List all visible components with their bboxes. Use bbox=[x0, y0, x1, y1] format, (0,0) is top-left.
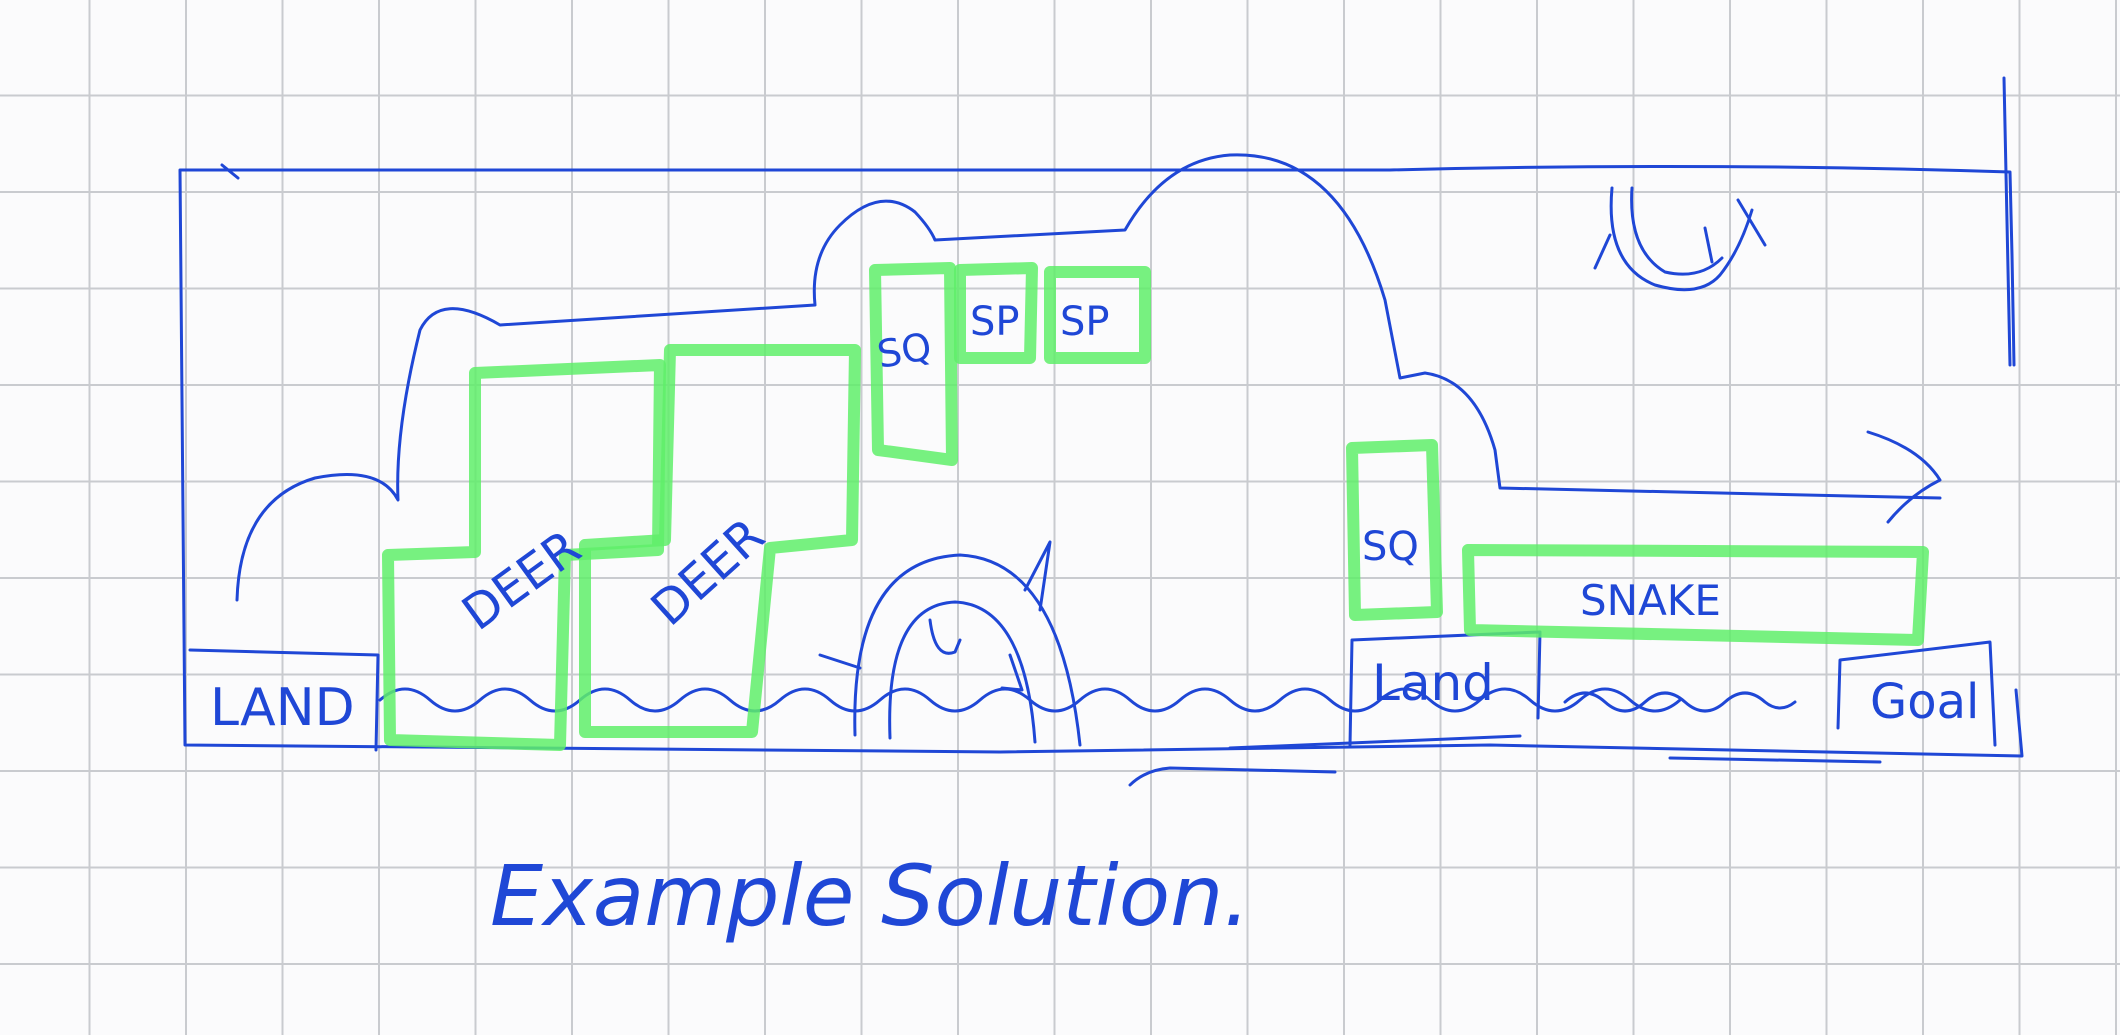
land-left-label: LAND bbox=[210, 678, 355, 738]
sp-1-highlight bbox=[954, 262, 1038, 364]
dome-inner bbox=[888, 600, 1037, 744]
snake-label: SNAKE bbox=[1580, 576, 1721, 625]
deer-1-highlight bbox=[382, 359, 666, 751]
sp-2-highlight bbox=[1044, 266, 1151, 364]
goal-block bbox=[1836, 640, 1997, 747]
dome-outer bbox=[853, 553, 1082, 747]
goal-label: Goal bbox=[1870, 674, 1979, 730]
frame-right-pole bbox=[2002, 76, 2012, 367]
goal-arrow bbox=[1866, 430, 1942, 524]
sq-top-label: SQ bbox=[874, 324, 935, 377]
sq-right-label: SQ bbox=[1362, 524, 1419, 570]
land-block-left bbox=[188, 648, 380, 752]
land-right-label: Land bbox=[1372, 654, 1494, 712]
dome-spikes bbox=[818, 540, 1052, 692]
sp-1-label: SP bbox=[970, 299, 1020, 345]
terrain-outline bbox=[235, 153, 1942, 602]
ground-scribbles bbox=[1128, 734, 1882, 787]
frame-top-tick bbox=[220, 163, 240, 180]
caption: Example Solution. bbox=[490, 847, 1250, 945]
sq-top-highlight bbox=[869, 262, 958, 466]
sp-2-label: SP bbox=[1060, 299, 1110, 345]
deer-2-highlight bbox=[579, 344, 861, 738]
water-line-right bbox=[1563, 691, 1797, 713]
snake-highlight bbox=[1462, 544, 1929, 646]
sun-shape bbox=[1593, 186, 1767, 292]
land-block-right bbox=[1348, 630, 1542, 747]
level-frame bbox=[178, 164, 2024, 758]
sq-right-highlight bbox=[1346, 439, 1443, 621]
